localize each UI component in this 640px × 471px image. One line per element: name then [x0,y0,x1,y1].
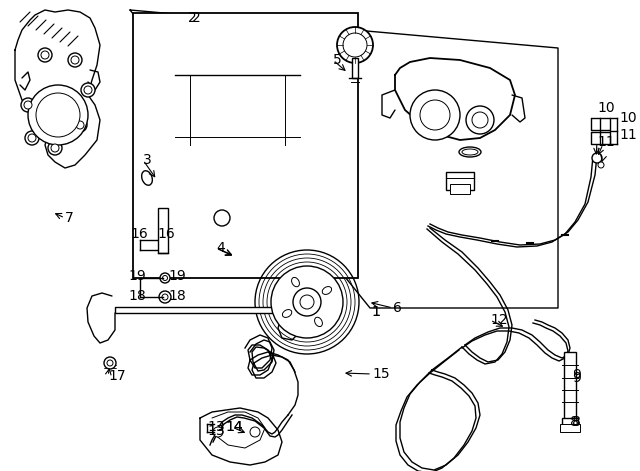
Text: 2: 2 [192,11,201,25]
Bar [158,208,168,253]
Circle shape [25,131,39,145]
Circle shape [466,106,494,134]
Circle shape [293,288,321,316]
Text: 1: 1 [371,305,380,319]
Text: 1: 1 [371,305,380,319]
Text: 8: 8 [570,415,579,429]
Circle shape [73,118,87,132]
Circle shape [250,427,260,437]
Circle shape [28,85,88,145]
Text: 9: 9 [572,371,581,385]
Text: 13: 13 [207,420,225,434]
Text: 7: 7 [65,211,74,225]
Circle shape [337,27,373,63]
Circle shape [36,93,80,137]
Circle shape [24,101,32,109]
Circle shape [71,56,79,64]
Text: 9: 9 [572,368,581,382]
Circle shape [107,360,113,366]
Ellipse shape [141,171,152,185]
Text: 3: 3 [143,153,152,167]
Text: 6: 6 [393,301,402,315]
Text: 17: 17 [108,369,125,383]
Circle shape [592,153,602,163]
Text: 16: 16 [157,227,175,241]
Ellipse shape [292,277,300,287]
Text: 18: 18 [168,289,186,303]
Circle shape [104,357,116,369]
Circle shape [28,134,36,142]
Text: 19: 19 [128,269,146,283]
Text: 14: 14 [225,420,243,434]
Bar [133,13,358,278]
Circle shape [271,266,343,338]
Text: 5: 5 [333,53,342,67]
Ellipse shape [315,317,323,326]
Circle shape [84,86,92,94]
Bar [450,184,470,194]
Text: 13: 13 [207,424,225,438]
Circle shape [410,90,460,140]
Ellipse shape [323,286,332,294]
Bar [560,424,580,432]
Text: 11: 11 [619,128,637,142]
Text: 11: 11 [597,135,615,149]
Circle shape [159,291,171,303]
Ellipse shape [462,149,478,155]
Polygon shape [200,408,282,465]
Circle shape [300,295,314,309]
Text: 2: 2 [188,11,196,25]
Circle shape [76,121,84,129]
Bar [352,58,358,78]
Circle shape [21,98,35,112]
Circle shape [420,100,450,130]
Circle shape [214,210,230,226]
Text: 4: 4 [216,241,225,255]
Bar [115,307,290,313]
Circle shape [48,141,62,155]
Text: 10: 10 [619,111,637,125]
Text: 19: 19 [168,269,186,283]
Circle shape [160,273,170,283]
Text: 10: 10 [597,101,614,115]
Ellipse shape [459,147,481,157]
Text: 12: 12 [490,313,508,327]
Text: 8: 8 [572,415,581,429]
Circle shape [213,427,223,437]
Circle shape [598,162,604,168]
Circle shape [68,53,82,67]
Text: 16: 16 [130,227,148,241]
Circle shape [41,51,49,59]
Circle shape [343,33,367,57]
Circle shape [163,276,168,281]
Text: 18: 18 [128,289,146,303]
Bar [564,352,576,420]
Ellipse shape [282,309,292,317]
Text: 15: 15 [372,367,390,381]
Text: 14: 14 [225,420,243,434]
Circle shape [51,144,59,152]
Bar [446,172,474,190]
Bar [562,418,578,428]
Circle shape [38,48,52,62]
Circle shape [472,112,488,128]
Circle shape [162,294,168,300]
Circle shape [81,83,95,97]
